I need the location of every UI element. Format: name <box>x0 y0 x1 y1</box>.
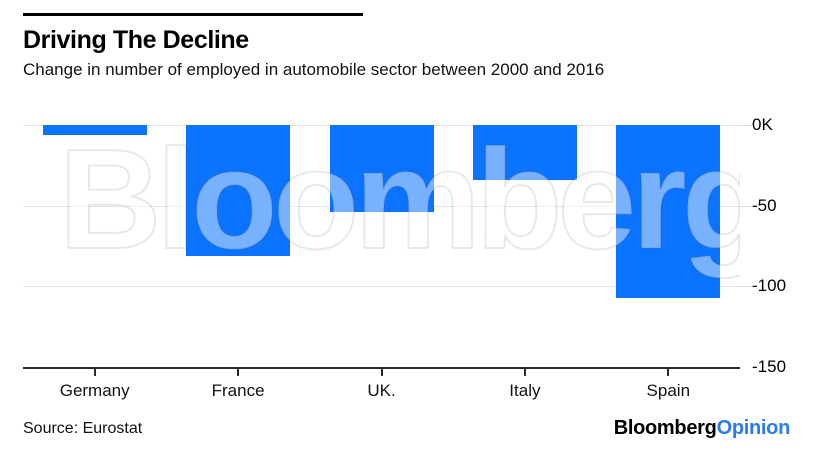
x-tick-mark <box>237 369 240 376</box>
bar-germany <box>42 125 147 135</box>
y-tick-label: -150 <box>752 357 787 376</box>
bar-spain <box>616 125 721 298</box>
y-tick-mark <box>740 125 753 126</box>
top-rule <box>23 13 363 16</box>
x-tick-label: Germany <box>59 381 130 400</box>
plot-area: Bloomberg <box>23 125 740 367</box>
gridline <box>23 286 740 288</box>
x-tick-mark <box>523 369 526 376</box>
x-tick-mark <box>667 369 670 376</box>
x-tick-label: France <box>211 381 265 400</box>
x-axis-line <box>23 367 740 369</box>
y-tick-label: -100 <box>752 276 787 296</box>
y-tick-mark <box>740 286 753 288</box>
logo-bloomberg-text: Bloomberg <box>613 417 717 439</box>
bar-italy <box>472 125 577 180</box>
source-label: Source: Eurostat <box>23 420 143 437</box>
bloomberg-opinion-logo: BloombergOpinion <box>613 417 791 440</box>
bar-france <box>186 125 291 256</box>
x-tick-label: UK. <box>367 381 396 400</box>
x-tick-label: Spain <box>646 381 691 400</box>
x-tick-mark <box>93 369 96 376</box>
chart-subtitle: Change in number of employed in automobi… <box>23 60 605 79</box>
y-tick-label: 0K <box>752 115 773 134</box>
chart-title: Driving The Decline <box>23 26 249 54</box>
y-tick-label: -50 <box>752 195 777 215</box>
x-tick-label: Italy <box>509 381 541 400</box>
logo-opinion-text: Opinion <box>716 417 791 439</box>
bloomberg-watermark: Bloomberg <box>58 125 740 279</box>
y-tick-mark <box>740 205 753 207</box>
x-tick-mark <box>380 369 383 376</box>
bar-uk <box>329 125 434 213</box>
